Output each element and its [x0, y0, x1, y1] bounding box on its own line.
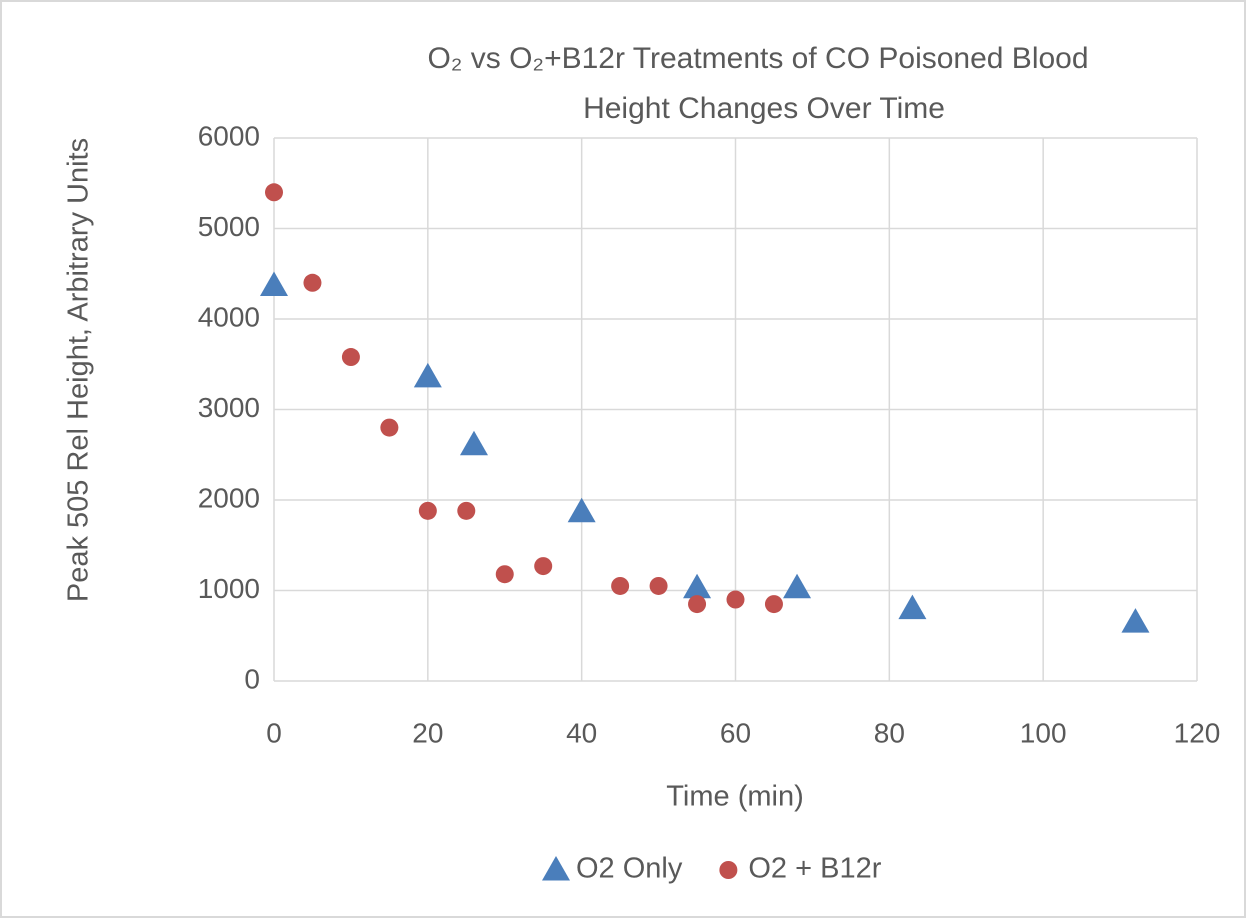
x-tick-label: 60: [720, 717, 751, 748]
x-tick-label: 80: [874, 717, 905, 748]
data-point: [413, 362, 442, 388]
x-tick-label: 120: [1174, 717, 1221, 748]
data-point: [898, 594, 927, 620]
data-point: [649, 576, 668, 595]
data-point: [260, 271, 288, 297]
data-point: [611, 576, 630, 595]
data-point: [683, 573, 712, 599]
data-point: [688, 595, 707, 614]
y-tick-label: 5000: [198, 211, 260, 242]
legend-marker: [542, 856, 570, 881]
data-point: [265, 183, 283, 202]
data-point: [303, 273, 322, 292]
data-point: [534, 557, 553, 576]
x-tick-label: 100: [1020, 717, 1067, 748]
x-tick-label: 40: [566, 717, 597, 748]
x-tick-label: 20: [412, 717, 443, 748]
data-point: [418, 501, 437, 520]
data-point: [1121, 608, 1150, 633]
x-tick-label: 0: [266, 717, 282, 748]
y-tick-label: 2000: [198, 482, 260, 513]
x-axis-title: Time (min): [666, 781, 803, 813]
legend-label: O2 + B12r: [748, 853, 881, 885]
chart-title: Height Changes Over Time: [583, 92, 945, 125]
legend-label: O2 Only: [576, 853, 683, 885]
y-tick-label: 3000: [198, 392, 260, 423]
data-point: [783, 573, 812, 599]
data-point: [764, 595, 783, 614]
y-tick-label: 4000: [198, 301, 260, 332]
y-tick-label: 0: [244, 663, 260, 694]
data-point: [457, 501, 476, 520]
y-tick-label: 6000: [198, 120, 260, 151]
data-point: [459, 430, 488, 456]
data-point: [380, 418, 399, 437]
data-point: [341, 348, 360, 367]
y-axis-title: Peak 505 Rel Height, Arbitrary Units: [63, 138, 95, 602]
data-point: [567, 497, 596, 523]
data-point: [495, 565, 514, 584]
chart-title: O₂ vs O₂+B12r Treatments of CO Poisoned …: [427, 42, 1088, 75]
data-point: [726, 590, 745, 609]
legend-marker: [719, 861, 738, 879]
y-tick-label: 1000: [198, 573, 260, 604]
